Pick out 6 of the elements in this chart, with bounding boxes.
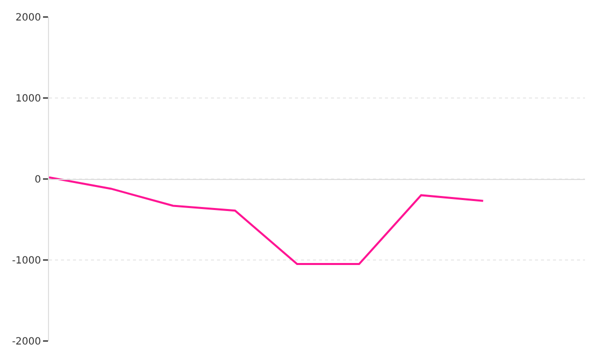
y-tick-label: 0 <box>34 174 41 186</box>
line-series <box>49 176 484 266</box>
y-tick-label: 2000 <box>16 12 41 24</box>
y-tick-label: -2000 <box>12 336 41 348</box>
y-tick-label: 1000 <box>16 94 41 104</box>
y-tick-label: -1000 <box>12 256 41 266</box>
